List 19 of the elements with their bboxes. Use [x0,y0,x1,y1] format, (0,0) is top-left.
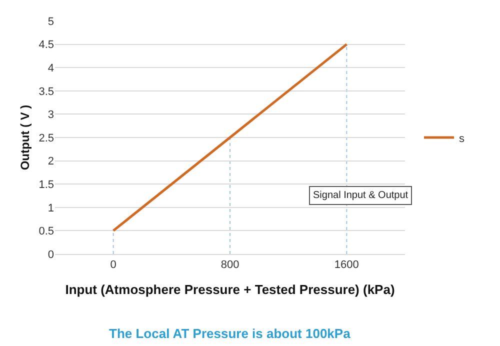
y-tick-label: 2 [48,156,54,168]
y-tick-label: 4.5 [38,39,54,52]
y-tick-label: 0.5 [38,226,54,238]
annotation: Signal Input & Output [313,190,408,201]
y-tick-label: 3 [48,109,54,122]
y-tick-label: 1 [48,202,54,214]
x-tick-label: 800 [220,259,240,272]
y-tick-label: 4 [48,62,54,74]
x-tick-label: 0 [110,259,116,272]
text: The Local AT Pressure is about 100kPa [109,326,352,341]
legend-label: s [459,132,465,145]
y-tick-label: 3.5 [38,86,54,98]
x-axis-title: Input (Atmosphere Pressure + Tested Pressure) (kPa) [65,282,395,297]
y-tick-label: 0 [48,248,54,261]
y-tick-label: 2.5 [38,132,54,144]
y-axis-title: Output ( V ) [18,104,32,170]
y-tick-label: 5 [48,16,54,28]
x-tick-label: 1600 [334,259,359,272]
y-tick-label: 1.5 [38,178,54,191]
